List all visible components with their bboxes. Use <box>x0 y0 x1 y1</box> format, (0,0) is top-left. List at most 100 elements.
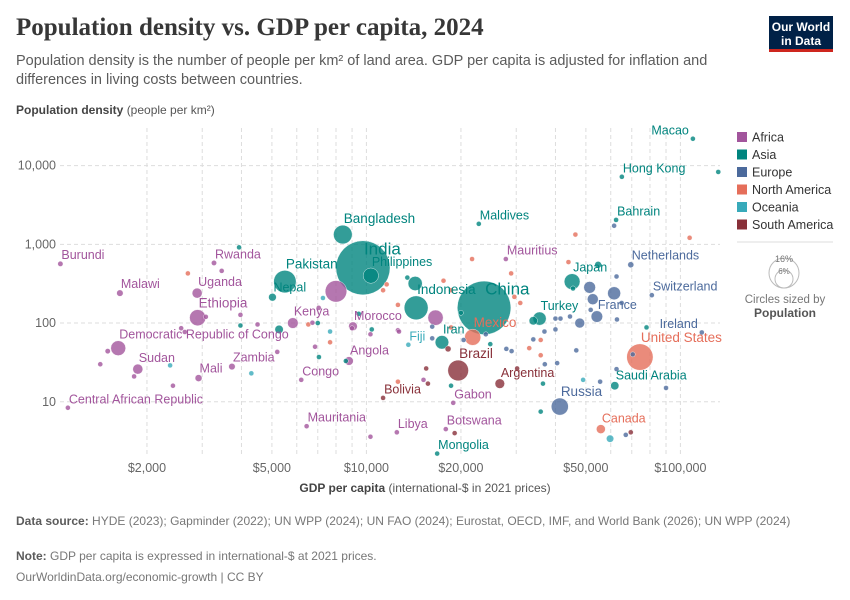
note: Note: GDP per capita is expressed in int… <box>16 548 806 564</box>
data-point <box>218 268 225 274</box>
data-point <box>541 328 548 335</box>
data-point <box>628 429 634 435</box>
data-point <box>440 278 447 284</box>
data-point <box>104 348 111 354</box>
data-point <box>597 379 603 385</box>
data-point-indonesia <box>403 295 429 320</box>
point-label: Rwanda <box>215 247 261 261</box>
point-label: Nepal <box>273 280 306 294</box>
data-point <box>552 326 559 333</box>
point-label: Turkey <box>541 299 579 313</box>
data-point <box>530 336 536 343</box>
data-point-hong-kong <box>619 174 625 180</box>
point-label: Ireland <box>660 317 698 331</box>
data-point-mongolia <box>434 450 440 457</box>
data-point <box>526 345 532 351</box>
point-label: Botswana <box>447 414 502 428</box>
data-point-maldives <box>476 221 482 227</box>
data-point <box>552 315 559 322</box>
data-point-russia <box>551 397 569 416</box>
legend-item-north-america[interactable]: North America <box>737 183 831 197</box>
data-point-mali <box>194 374 203 382</box>
point-label: Mongolia <box>438 438 489 452</box>
data-point <box>580 377 586 383</box>
data-point-rwanda <box>211 260 217 266</box>
point-label: Ethiopia <box>199 296 248 311</box>
x-tick-label: $2,000 <box>128 461 166 475</box>
data-point <box>380 287 386 293</box>
data-point <box>540 380 546 387</box>
point-label: Hong Kong <box>623 161 686 175</box>
point-label: Saudi Arabia <box>616 369 687 383</box>
legend-label: Europe <box>752 166 792 180</box>
data-point-fiji <box>405 342 412 348</box>
x-tick-label: $5,000 <box>253 461 291 475</box>
legend-item-oceania[interactable]: Oceania <box>737 201 799 215</box>
data-point <box>349 325 355 331</box>
data-point <box>643 324 650 331</box>
data-point <box>167 362 173 369</box>
data-point <box>429 335 435 342</box>
data-point <box>623 432 629 438</box>
legend-label: Africa <box>752 131 784 145</box>
footer-url[interactable]: OurWorldinData.org/economic-growth | CC … <box>16 570 264 584</box>
point-label: Gabon <box>454 387 492 401</box>
data-point <box>312 344 318 350</box>
legend-swatch <box>737 184 747 195</box>
point-label: Mali <box>200 362 223 376</box>
legend-item-europe[interactable]: Europe <box>737 166 792 180</box>
point-label: Switzerland <box>653 280 718 294</box>
data-point <box>557 315 564 322</box>
data-point-burundi <box>57 260 64 267</box>
point-label: Central African Republic <box>69 392 203 406</box>
data-point-switzerland <box>649 292 655 298</box>
point-label: Iran <box>443 323 465 337</box>
legend-item-south-america[interactable]: South America <box>737 218 833 232</box>
size-legend-small-label: 6% <box>778 267 790 276</box>
legend-item-asia[interactable]: Asia <box>737 148 776 162</box>
data-point <box>587 293 599 305</box>
size-legend-small-circle <box>774 269 794 289</box>
point-label: Indonesia <box>417 282 476 297</box>
data-point <box>97 361 103 367</box>
data-point <box>203 314 209 320</box>
data-point <box>686 235 693 241</box>
data-point <box>573 347 579 354</box>
data-point <box>367 434 374 440</box>
data-point <box>131 373 137 380</box>
data-point <box>460 337 467 343</box>
data-point <box>395 379 401 385</box>
point-label: Kenya <box>294 305 329 319</box>
data-point-argentina <box>494 378 505 389</box>
data-source-text[interactable]: HYDE (2023); Gapminder (2022); UN WPP (2… <box>92 514 791 528</box>
legend-item-africa[interactable]: Africa <box>737 131 784 145</box>
point-label: Democratic Republic of Congo <box>119 328 289 342</box>
x-tick-label: $20,000 <box>438 461 483 475</box>
data-point <box>469 256 475 262</box>
data-point <box>538 408 544 415</box>
size-legend-caption: Circles sized by <box>745 294 826 306</box>
data-point <box>274 325 284 334</box>
data-point-philippines <box>362 267 379 284</box>
y-axis-label: Population density <box>16 103 124 117</box>
legend-swatch <box>737 202 747 212</box>
data-point <box>567 313 573 320</box>
point-label: Macao <box>651 123 689 137</box>
data-point <box>327 339 333 345</box>
data-point <box>369 326 375 333</box>
data-point-central-african-republic <box>65 405 71 411</box>
data-point <box>182 329 188 335</box>
data-point <box>315 320 321 326</box>
point-label: Maldives <box>480 208 529 222</box>
point-label: Mexico <box>474 315 517 330</box>
note-label: Note: <box>16 549 47 563</box>
owid-logo[interactable]: Our World in Data <box>769 16 833 52</box>
size-legend-big-label: 16% <box>775 254 793 264</box>
data-point-uganda <box>191 287 203 299</box>
data-point <box>178 325 184 331</box>
data-point-mexico <box>464 328 481 346</box>
point-label: Burundi <box>61 248 104 262</box>
data-point <box>383 281 390 288</box>
